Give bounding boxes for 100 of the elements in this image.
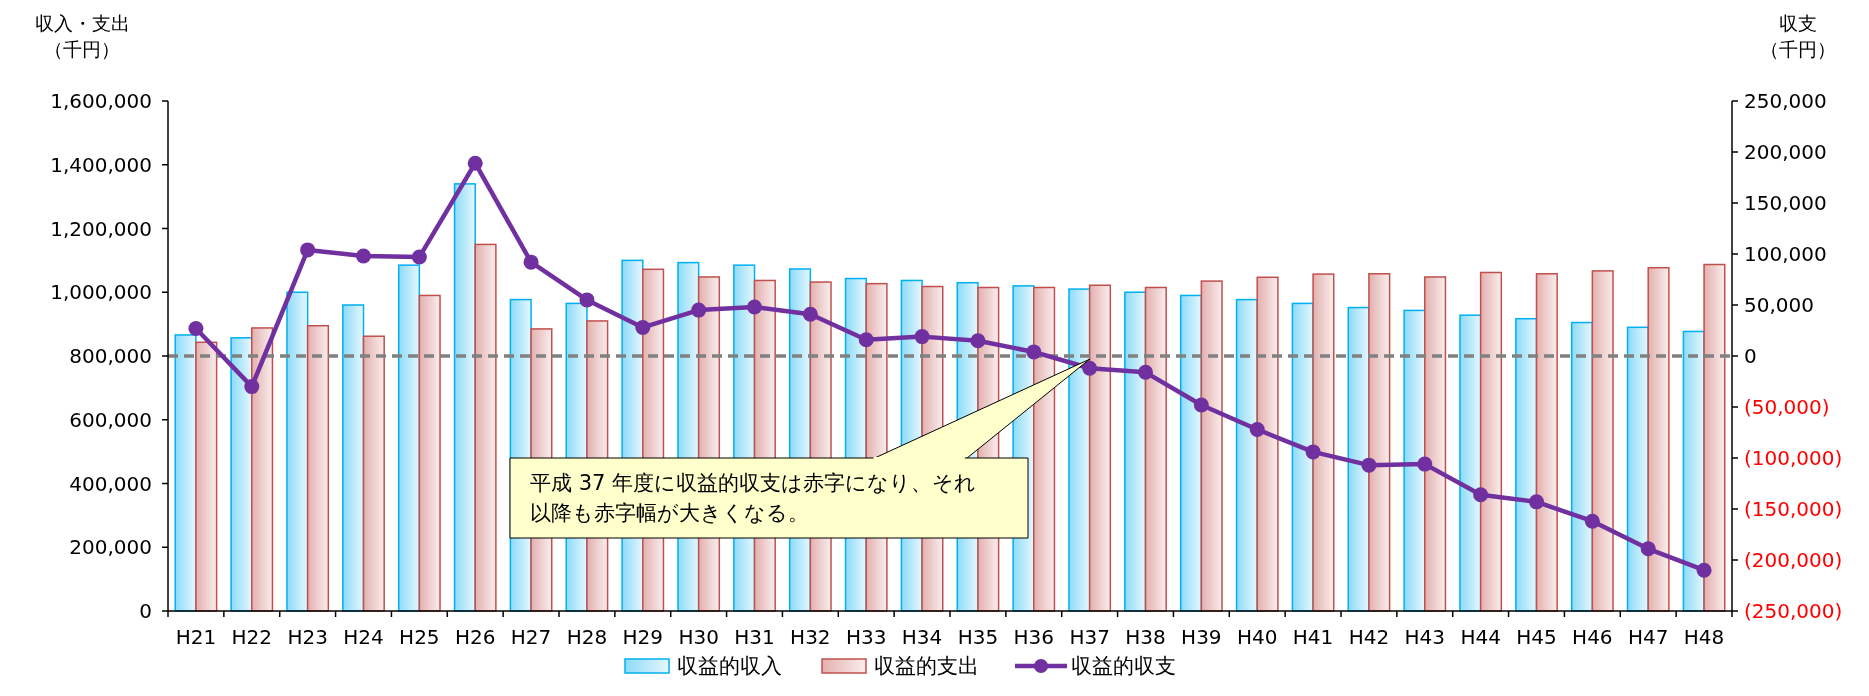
point <box>300 242 316 258</box>
bar <box>1570 321 1594 612</box>
bar <box>251 327 274 612</box>
bar <box>1368 273 1391 612</box>
point <box>188 320 204 336</box>
y-tick-label: 1,600,000 <box>50 89 152 113</box>
point <box>747 299 762 315</box>
point <box>523 254 539 270</box>
point <box>1640 541 1656 557</box>
bar <box>1144 286 1167 612</box>
bar <box>1200 280 1223 612</box>
bar <box>230 337 253 612</box>
point <box>1361 457 1377 473</box>
point <box>1026 344 1042 360</box>
point <box>970 333 986 349</box>
y2-tick-label: 0 <box>1744 344 1757 368</box>
y-tick-label: 0 <box>139 599 152 623</box>
bar <box>1459 314 1482 612</box>
x-tick-label: H33 <box>845 625 887 649</box>
x-tick-label: H43 <box>1404 625 1446 649</box>
x-tick-label: H36 <box>1013 625 1055 649</box>
y2-tick-label: (150,000) <box>1744 497 1843 521</box>
bar <box>1312 273 1335 612</box>
point <box>914 329 930 345</box>
x-tick-label: H46 <box>1572 625 1613 649</box>
x-tick-label: H32 <box>790 625 831 649</box>
y-tick-label: 1,000,000 <box>50 280 152 305</box>
y2-tick-label: 50,000 <box>1744 293 1814 317</box>
x-tick-label: H25 <box>399 625 440 649</box>
y-tick-label: 200,000 <box>69 535 152 560</box>
point <box>1249 421 1265 437</box>
point <box>802 306 818 322</box>
point <box>1138 364 1153 380</box>
point <box>1417 456 1433 472</box>
y-tick-label: 600,000 <box>69 407 152 432</box>
x-tick-label: H45 <box>1516 625 1557 649</box>
point <box>579 292 595 308</box>
bar <box>1124 291 1147 612</box>
point <box>858 332 874 348</box>
y2-tick-label: (200,000) <box>1744 548 1843 572</box>
x-tick-label: H24 <box>343 625 384 649</box>
legend-label: 収益的支出 <box>874 654 979 678</box>
bar <box>1479 271 1503 612</box>
x-tick-label: H26 <box>454 625 496 649</box>
bar <box>342 304 365 612</box>
point <box>1082 360 1098 376</box>
y-axis-title: 収入・支出（千円） <box>34 12 130 60</box>
x-tick-label: H23 <box>287 625 328 649</box>
y-tick-label: 1,200,000 <box>50 216 152 241</box>
y2-tick-label: 100,000 <box>1744 242 1827 266</box>
point <box>356 248 371 264</box>
point <box>467 155 483 171</box>
x-tick-label: H30 <box>678 625 719 649</box>
point <box>1193 397 1209 413</box>
point <box>1584 513 1600 529</box>
bar <box>362 335 385 612</box>
x-tick-label: H35 <box>957 625 999 649</box>
bar <box>1033 286 1056 612</box>
x-tick-label: H48 <box>1683 625 1725 649</box>
bar <box>195 341 218 612</box>
bar <box>1088 284 1112 612</box>
bar <box>397 264 421 612</box>
x-tick-label: H31 <box>734 625 775 649</box>
x-tick-label: H47 <box>1627 625 1669 649</box>
x-tick-label: H27 <box>510 625 552 649</box>
bar <box>1535 273 1558 612</box>
callout: 平成 37 年度に収益的収支は赤字になり、それ以降も赤字幅が大きくなる。 <box>509 457 1029 539</box>
bar <box>1179 294 1203 612</box>
bar <box>286 291 309 612</box>
y2-tick-label: 200,000 <box>1744 140 1827 164</box>
annotation: 平成 37 年度に収益的収支は赤字になり、それ以降も赤字幅が大きくなる。 <box>530 471 977 525</box>
x-tick-label: H44 <box>1460 625 1501 649</box>
y2-tick-label: (100,000) <box>1744 446 1843 470</box>
y2-tick-label: 150,000 <box>1744 191 1827 215</box>
x-tick-label: H21 <box>175 625 217 649</box>
x-tick-label: H34 <box>901 625 943 649</box>
point <box>1305 444 1321 460</box>
y-tick-label: 800,000 <box>69 344 152 368</box>
point <box>411 249 427 265</box>
point <box>1529 494 1544 510</box>
point <box>1696 562 1712 578</box>
bar <box>1068 288 1091 612</box>
x-tick-label: H37 <box>1069 625 1110 649</box>
bar <box>1403 309 1426 612</box>
y2-tick-label: (250,000) <box>1744 599 1843 623</box>
bar <box>418 294 441 612</box>
x-tick-label: H28 <box>566 625 608 649</box>
x-tick-label: H41 <box>1292 625 1334 649</box>
bar <box>306 324 330 612</box>
point <box>244 379 260 395</box>
bar <box>1591 270 1614 612</box>
x-tick-label: H39 <box>1181 625 1222 649</box>
bar <box>1424 276 1447 612</box>
y-tick-label: 400,000 <box>69 471 152 496</box>
bar <box>474 243 497 612</box>
legend-label: 収益的収入 <box>677 654 782 678</box>
point <box>1473 487 1489 503</box>
y2-tick-label: (50,000) <box>1744 395 1830 419</box>
x-tick-label: H40 <box>1236 625 1278 649</box>
y-tick-label: 1,400,000 <box>50 152 152 177</box>
